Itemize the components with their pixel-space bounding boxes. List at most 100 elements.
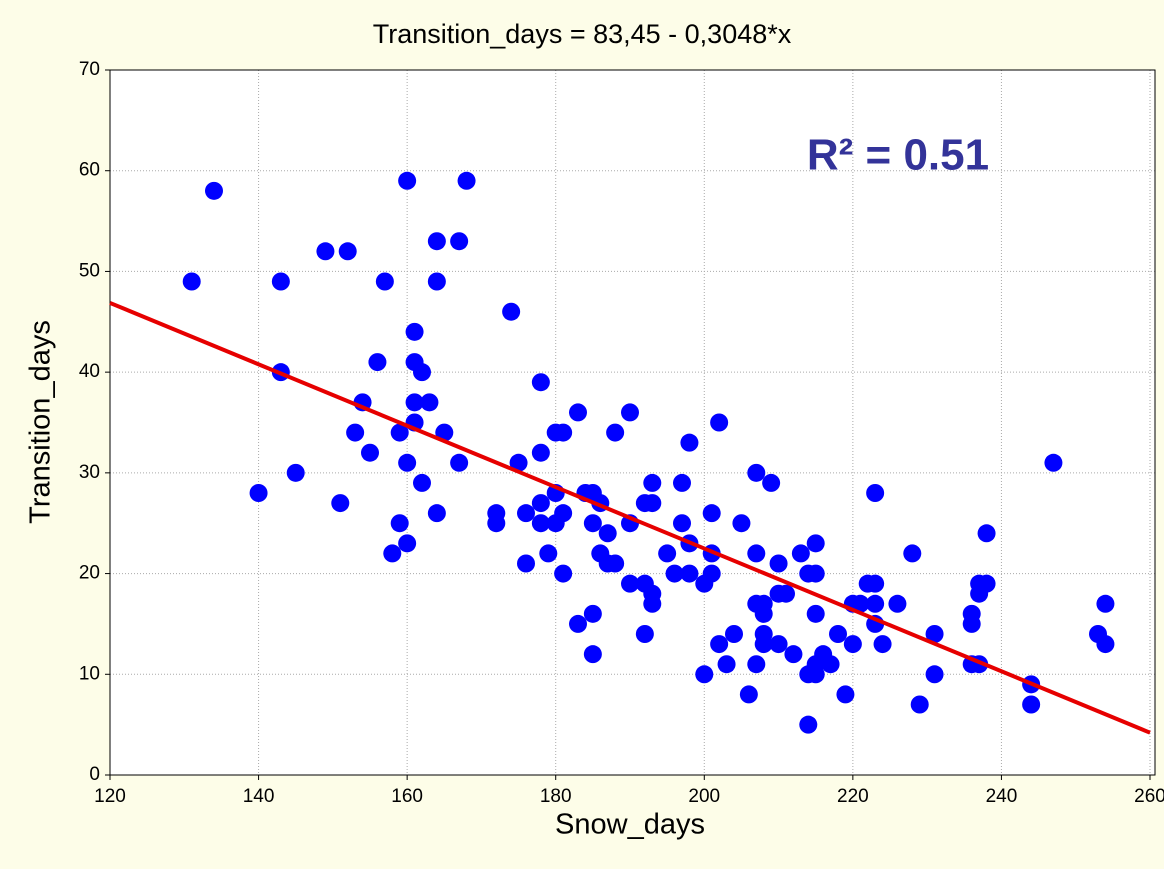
point bbox=[799, 715, 818, 734]
point bbox=[910, 695, 929, 714]
point bbox=[680, 564, 699, 583]
y-axis-label: Transition_days bbox=[25, 320, 57, 524]
point bbox=[531, 514, 550, 533]
point bbox=[205, 181, 223, 200]
point bbox=[769, 635, 788, 654]
y-tick-label: 60 bbox=[79, 160, 100, 181]
chart-title: Transition_days = 83,45 - 0,3048*x bbox=[373, 19, 792, 49]
x-tick-label: 220 bbox=[837, 786, 869, 807]
point bbox=[583, 514, 602, 533]
point bbox=[531, 494, 550, 513]
point bbox=[598, 524, 617, 543]
point bbox=[502, 302, 521, 321]
point bbox=[725, 625, 743, 643]
point bbox=[977, 574, 996, 593]
point bbox=[851, 594, 870, 613]
point bbox=[390, 423, 409, 442]
point bbox=[413, 363, 431, 382]
point bbox=[866, 574, 885, 593]
point bbox=[420, 393, 439, 412]
point bbox=[569, 614, 587, 633]
point bbox=[531, 443, 550, 462]
point bbox=[450, 232, 469, 251]
point bbox=[925, 665, 944, 684]
point bbox=[962, 614, 981, 633]
point bbox=[732, 514, 751, 533]
annotation: R² = 0.51 bbox=[807, 131, 989, 180]
point bbox=[643, 494, 662, 513]
point bbox=[621, 574, 639, 593]
point bbox=[673, 514, 691, 533]
y-tick-label: 70 bbox=[79, 59, 100, 80]
point bbox=[806, 534, 825, 553]
point bbox=[539, 544, 558, 563]
x-tick-label: 200 bbox=[688, 786, 720, 807]
point bbox=[643, 594, 662, 613]
point bbox=[866, 484, 885, 502]
point bbox=[621, 403, 639, 422]
point bbox=[383, 544, 402, 563]
point bbox=[487, 514, 506, 533]
y-tick-label: 0 bbox=[89, 764, 100, 785]
x-tick-label: 240 bbox=[986, 786, 1018, 807]
point bbox=[509, 453, 528, 472]
point bbox=[806, 564, 825, 583]
point bbox=[554, 423, 573, 442]
point bbox=[457, 171, 476, 190]
x-tick-label: 140 bbox=[243, 786, 275, 807]
point bbox=[747, 463, 766, 482]
point bbox=[606, 423, 625, 442]
plot-frame bbox=[109, 69, 1156, 776]
point bbox=[427, 232, 446, 251]
point bbox=[777, 584, 795, 603]
point bbox=[375, 272, 394, 291]
point bbox=[791, 544, 810, 563]
regression-line bbox=[109, 301, 1151, 735]
point bbox=[754, 635, 773, 654]
point bbox=[450, 453, 469, 472]
point bbox=[925, 625, 944, 643]
point bbox=[249, 484, 268, 502]
x-tick-label: 260 bbox=[1134, 786, 1164, 807]
point bbox=[554, 564, 573, 583]
point bbox=[762, 473, 781, 492]
point bbox=[806, 604, 825, 623]
y-tick-label: 30 bbox=[79, 462, 100, 483]
point bbox=[390, 514, 409, 533]
point bbox=[680, 433, 699, 452]
point bbox=[665, 564, 684, 583]
point bbox=[405, 322, 424, 341]
point bbox=[658, 544, 677, 563]
y-tick-label: 50 bbox=[79, 260, 100, 281]
point bbox=[1044, 453, 1063, 472]
point bbox=[398, 171, 417, 190]
point bbox=[569, 403, 587, 422]
point bbox=[843, 635, 862, 654]
point bbox=[695, 665, 714, 684]
point bbox=[747, 544, 766, 563]
point bbox=[583, 645, 602, 664]
point bbox=[583, 604, 602, 623]
y-tick-label: 20 bbox=[79, 563, 100, 584]
point bbox=[517, 504, 535, 523]
point bbox=[427, 272, 446, 291]
point bbox=[398, 534, 417, 553]
point bbox=[413, 473, 431, 492]
x-tick-label: 120 bbox=[94, 786, 126, 807]
point bbox=[866, 594, 885, 613]
point bbox=[754, 604, 773, 623]
point bbox=[643, 473, 662, 492]
point bbox=[606, 554, 625, 573]
point bbox=[517, 554, 535, 573]
point bbox=[635, 625, 654, 643]
point bbox=[673, 473, 691, 492]
point bbox=[398, 453, 417, 472]
point bbox=[888, 594, 907, 613]
point bbox=[286, 463, 305, 482]
point bbox=[531, 373, 550, 392]
point bbox=[977, 524, 996, 543]
point bbox=[1022, 695, 1041, 714]
point bbox=[182, 272, 201, 291]
point bbox=[361, 443, 379, 462]
